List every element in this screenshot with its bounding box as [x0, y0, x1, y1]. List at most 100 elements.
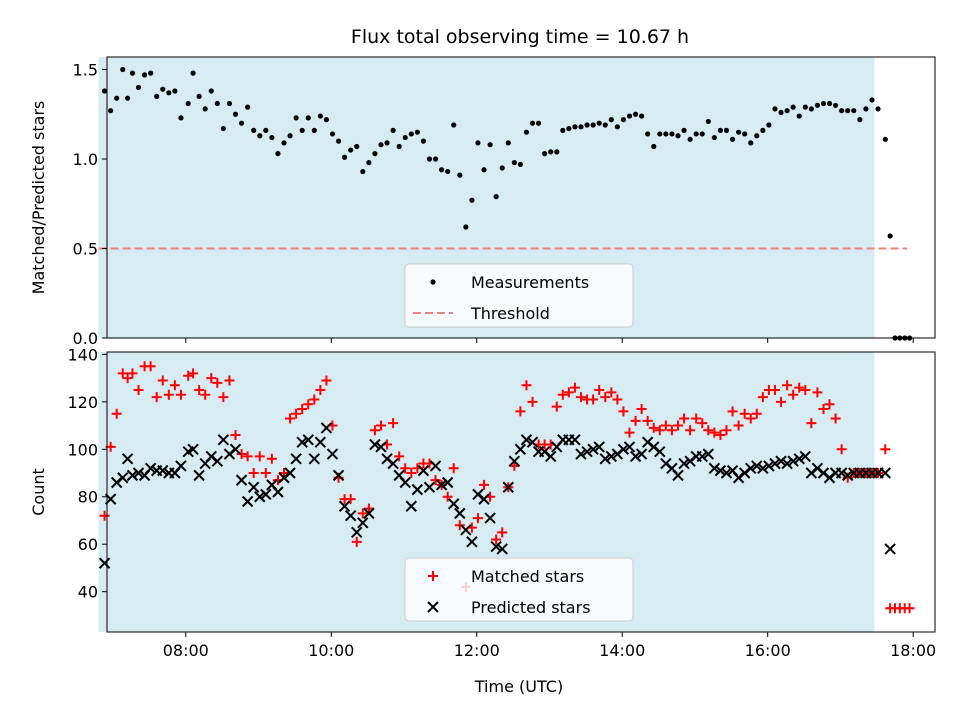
matched-star-point: [400, 463, 411, 474]
matched-star-point: [345, 494, 356, 505]
matched-star-point: [660, 420, 671, 431]
predicted-star-point: [763, 460, 775, 472]
measurement-point: [560, 127, 566, 133]
measurement-point: [578, 124, 584, 130]
measurement-point: [675, 133, 681, 139]
measurement-point: [820, 100, 827, 107]
predicted-star-point: [599, 453, 611, 465]
measurement-point: [608, 117, 614, 123]
predicted-star-point: [520, 434, 533, 446]
predicted-star-point: [708, 462, 721, 474]
measurement-point: [754, 133, 760, 139]
predicted-star-point: [879, 467, 892, 479]
matched-star-point: [666, 425, 677, 436]
matched-star-point: [672, 420, 683, 431]
matched-star-point: [206, 373, 217, 384]
predicted-star-point: [290, 453, 302, 465]
predicted-star-point: [581, 445, 593, 458]
measurement-point: [269, 134, 275, 141]
predicted-star-point: [484, 512, 496, 524]
measurement-point: [796, 113, 802, 119]
predicted-star-point: [314, 436, 327, 448]
measurement-point: [784, 108, 790, 114]
predicted-star-point: [623, 441, 636, 453]
legend-marker-matched: [428, 571, 438, 581]
matched-star-point: [315, 384, 326, 395]
measurement-point: [232, 111, 239, 117]
measurement-point: [154, 93, 160, 99]
matched-star-point: [472, 513, 483, 524]
matched-star-point: [745, 413, 756, 424]
predicted-star-point: [575, 448, 587, 460]
y-tick-label: 120: [67, 393, 98, 412]
measurement-point: [451, 122, 457, 128]
predicted-star-point: [98, 557, 111, 569]
y-tick-label: 60: [78, 535, 98, 554]
legend-label: Threshold: [470, 304, 550, 323]
y-tick-label: 0.0: [73, 329, 98, 348]
legend-box: [404, 263, 634, 328]
matched-star-point: [642, 415, 653, 426]
measurement-point: [554, 149, 560, 155]
predicted-star-point: [211, 455, 224, 467]
predicted-star-point: [799, 450, 811, 463]
measurement-point: [438, 167, 445, 173]
measurement-point: [481, 167, 487, 173]
matched-star-point: [769, 384, 780, 395]
measurement-point: [208, 88, 214, 94]
x-tick-label: 16:00: [745, 641, 791, 660]
measurement-point: [396, 143, 402, 150]
measurement-point: [651, 143, 657, 150]
measurement-point: [125, 95, 131, 101]
measurement-point: [196, 93, 202, 99]
matched-star-point: [691, 413, 702, 424]
measurement-point: [590, 122, 596, 128]
measurement-point: [384, 140, 390, 146]
measurement-point: [693, 131, 699, 137]
matched-star-point: [636, 403, 647, 414]
legend-label: Predicted stars: [471, 598, 591, 617]
matched-star-point: [236, 449, 247, 460]
measurement-point: [305, 115, 311, 121]
matched-star-point: [375, 420, 386, 431]
matched-star-point: [430, 475, 441, 486]
measurement-point: [487, 142, 493, 148]
predicted-star-point: [411, 483, 424, 496]
predicted-star-point: [490, 540, 502, 553]
measurement-point: [626, 113, 633, 119]
predicted-star-point: [254, 491, 266, 503]
predicted-star-point: [132, 467, 145, 479]
y-tick-label: 80: [78, 488, 98, 507]
matched-star-point: [442, 491, 453, 502]
matched-star-point: [806, 418, 817, 429]
legend-box: [404, 557, 634, 622]
measurement-point: [348, 147, 354, 153]
measurement-point: [293, 115, 299, 121]
measurement-point: [245, 104, 251, 110]
measurement-point: [645, 131, 651, 137]
matched-star-point: [685, 425, 696, 436]
measurement-point: [857, 117, 863, 123]
predicted-star-point: [454, 507, 466, 520]
measurement-point: [275, 151, 281, 157]
matched-star-point: [836, 444, 847, 455]
measurement-point: [778, 109, 784, 116]
predicted-star-point: [284, 467, 296, 479]
matched-star-point: [703, 425, 714, 436]
measurement-point: [263, 127, 269, 133]
matched-star-point: [697, 418, 708, 429]
predicted-star-point: [496, 543, 508, 555]
measurement-point: [317, 113, 323, 119]
measurement-point: [390, 127, 396, 133]
matched-star-point: [145, 361, 156, 372]
predicted-star-point: [144, 462, 157, 474]
matched-star-point: [448, 463, 459, 474]
predicted-star-point: [429, 460, 442, 472]
predicted-star-point: [363, 507, 375, 520]
matched-star-point: [576, 392, 587, 403]
axes-frame: [106, 351, 936, 633]
figure-title: Flux total observing time = 10.67 h: [351, 26, 689, 48]
predicted-star-point: [175, 460, 187, 472]
matched-star-point: [406, 468, 417, 479]
